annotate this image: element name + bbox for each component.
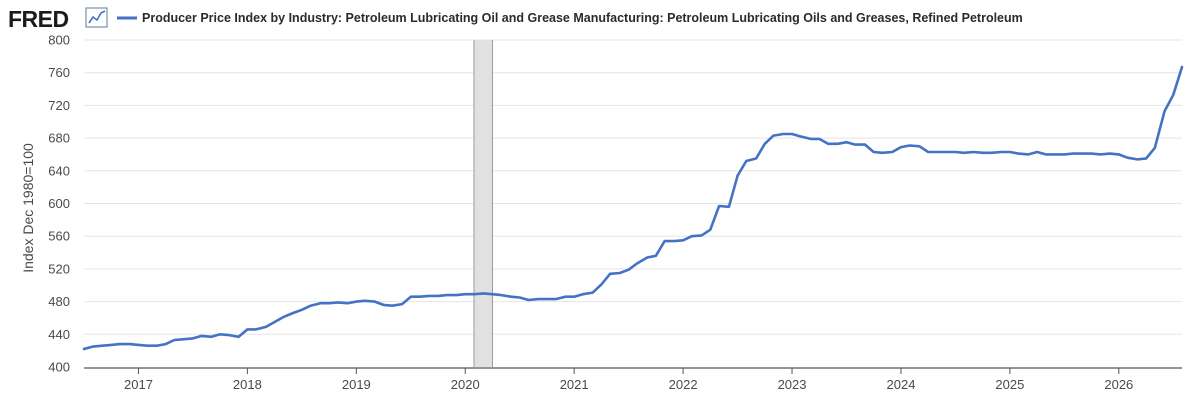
x-tick-label: 2020 bbox=[451, 377, 480, 392]
x-tick-label: 2023 bbox=[778, 377, 807, 392]
y-tick-label: 600 bbox=[48, 196, 70, 211]
recession-band bbox=[473, 40, 493, 367]
x-tick-label: 2022 bbox=[669, 377, 698, 392]
legend-label: Producer Price Index by Industry: Petrol… bbox=[142, 11, 1023, 25]
line-chart-icon bbox=[85, 7, 108, 28]
x-tick-label: 2019 bbox=[342, 377, 371, 392]
y-tick-label: 440 bbox=[48, 327, 70, 342]
y-tick-label: 400 bbox=[48, 360, 70, 375]
y-tick-label: 720 bbox=[48, 98, 70, 113]
y-tick-label: 560 bbox=[48, 229, 70, 244]
fred-logo-text: FRED bbox=[8, 6, 69, 32]
grid-lines bbox=[84, 39, 1182, 335]
y-tick-label: 680 bbox=[48, 131, 70, 146]
y-tick-label: 480 bbox=[48, 294, 70, 309]
x-tick-label: 2025 bbox=[995, 377, 1024, 392]
y-tick-label: 800 bbox=[48, 33, 70, 48]
y-tick-label: 640 bbox=[48, 163, 70, 178]
y-axis: 400 440 480 520 560 600 640 680 720 760 800 bbox=[48, 33, 70, 375]
fred-logo[interactable]: FRED bbox=[8, 6, 108, 32]
y-axis-title: Index Dec 1980=100 bbox=[20, 143, 36, 273]
series-layer bbox=[82, 65, 1184, 351]
x-axis: 2017 2018 2019 2020 2021 2022 2023 2024 2025 2026 bbox=[84, 367, 1182, 392]
x-tick-label: 2026 bbox=[1104, 377, 1133, 392]
y-tick-label: 520 bbox=[48, 261, 70, 276]
x-tick-label: 2024 bbox=[887, 377, 916, 392]
recession-shading bbox=[473, 40, 493, 367]
x-tick-label: 2018 bbox=[233, 377, 262, 392]
x-tick-label: 2021 bbox=[560, 377, 589, 392]
x-tick-label: 2017 bbox=[124, 377, 153, 392]
legend: Producer Price Index by Industry: Petrol… bbox=[117, 11, 1023, 25]
series-line-0 bbox=[82, 65, 1184, 351]
y-tick-label: 760 bbox=[48, 65, 70, 80]
